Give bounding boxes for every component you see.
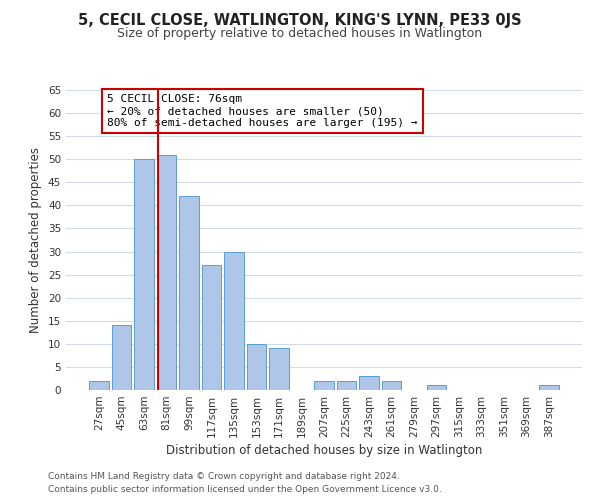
Bar xyxy=(427,386,446,390)
Bar xyxy=(134,159,154,390)
Bar xyxy=(359,376,379,390)
Bar xyxy=(247,344,266,390)
Bar xyxy=(539,386,559,390)
Bar xyxy=(382,381,401,390)
Bar xyxy=(337,381,356,390)
Bar xyxy=(179,196,199,390)
Text: Contains HM Land Registry data © Crown copyright and database right 2024.: Contains HM Land Registry data © Crown c… xyxy=(48,472,400,481)
Bar xyxy=(202,266,221,390)
Text: 5, CECIL CLOSE, WATLINGTON, KING'S LYNN, PE33 0JS: 5, CECIL CLOSE, WATLINGTON, KING'S LYNN,… xyxy=(78,12,522,28)
Text: 5 CECIL CLOSE: 76sqm
← 20% of detached houses are smaller (50)
80% of semi-detac: 5 CECIL CLOSE: 76sqm ← 20% of detached h… xyxy=(107,94,418,128)
Bar xyxy=(112,326,131,390)
Bar xyxy=(224,252,244,390)
Text: Contains public sector information licensed under the Open Government Licence v3: Contains public sector information licen… xyxy=(48,484,442,494)
Bar xyxy=(314,381,334,390)
Text: Size of property relative to detached houses in Watlington: Size of property relative to detached ho… xyxy=(118,28,482,40)
Bar xyxy=(269,348,289,390)
Y-axis label: Number of detached properties: Number of detached properties xyxy=(29,147,43,333)
Bar xyxy=(157,154,176,390)
X-axis label: Distribution of detached houses by size in Watlington: Distribution of detached houses by size … xyxy=(166,444,482,457)
Bar xyxy=(89,381,109,390)
